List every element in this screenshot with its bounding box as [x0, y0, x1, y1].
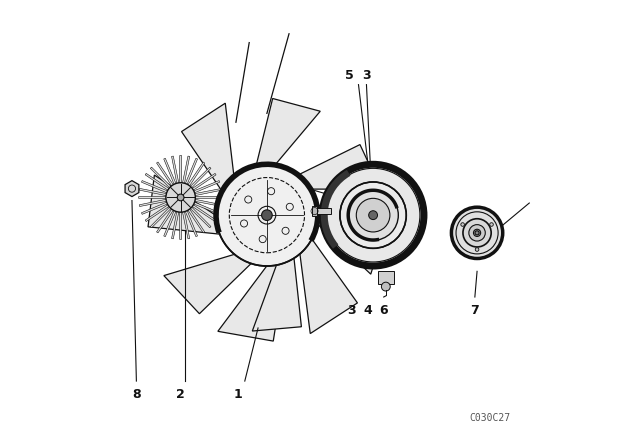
Polygon shape — [186, 211, 198, 237]
Polygon shape — [180, 212, 182, 240]
Polygon shape — [164, 253, 255, 314]
Circle shape — [348, 190, 398, 241]
Polygon shape — [195, 199, 222, 207]
Text: 3: 3 — [362, 69, 371, 82]
Polygon shape — [195, 189, 222, 196]
Polygon shape — [378, 271, 394, 284]
Polygon shape — [182, 156, 189, 183]
Polygon shape — [194, 202, 220, 214]
Polygon shape — [141, 202, 168, 214]
Circle shape — [474, 229, 481, 237]
Polygon shape — [188, 209, 205, 233]
Text: 7: 7 — [470, 304, 479, 317]
Polygon shape — [293, 145, 381, 189]
Circle shape — [322, 164, 424, 266]
Text: C030C27: C030C27 — [469, 413, 510, 423]
Polygon shape — [164, 211, 176, 237]
Polygon shape — [255, 99, 320, 171]
Polygon shape — [188, 162, 205, 186]
Polygon shape — [145, 173, 169, 190]
Polygon shape — [140, 189, 166, 196]
Circle shape — [490, 223, 493, 226]
Circle shape — [340, 182, 406, 248]
Circle shape — [356, 198, 390, 232]
Text: 8: 8 — [132, 388, 141, 401]
Polygon shape — [145, 205, 169, 221]
Polygon shape — [157, 209, 173, 233]
Circle shape — [262, 210, 272, 220]
Polygon shape — [190, 167, 211, 188]
Polygon shape — [150, 207, 171, 228]
Polygon shape — [150, 167, 171, 188]
Circle shape — [177, 194, 184, 201]
Polygon shape — [172, 156, 179, 183]
Polygon shape — [186, 158, 198, 184]
Polygon shape — [182, 211, 189, 239]
Circle shape — [469, 224, 485, 241]
Polygon shape — [140, 199, 166, 207]
Text: 1: 1 — [234, 388, 243, 401]
Polygon shape — [317, 208, 332, 214]
Polygon shape — [157, 162, 173, 186]
Circle shape — [476, 248, 479, 251]
Polygon shape — [190, 207, 211, 228]
Polygon shape — [180, 155, 182, 183]
Polygon shape — [139, 196, 166, 198]
Circle shape — [461, 223, 465, 226]
Polygon shape — [141, 181, 168, 193]
Text: 2: 2 — [176, 388, 185, 401]
Polygon shape — [252, 253, 301, 331]
Polygon shape — [299, 234, 358, 334]
Polygon shape — [192, 173, 216, 190]
Text: 5: 5 — [345, 69, 354, 82]
Polygon shape — [148, 175, 225, 235]
Circle shape — [369, 211, 378, 220]
Polygon shape — [192, 205, 216, 221]
Polygon shape — [311, 203, 386, 274]
Polygon shape — [182, 103, 235, 196]
Text: 6: 6 — [380, 304, 388, 317]
Circle shape — [216, 164, 318, 266]
Polygon shape — [125, 181, 139, 197]
Polygon shape — [312, 206, 317, 216]
Polygon shape — [172, 211, 179, 239]
Circle shape — [166, 183, 195, 212]
Text: 4: 4 — [364, 304, 372, 317]
Circle shape — [463, 219, 491, 247]
Circle shape — [451, 207, 503, 258]
Polygon shape — [164, 158, 176, 184]
Polygon shape — [194, 181, 220, 193]
Text: 3: 3 — [348, 304, 356, 317]
Circle shape — [381, 282, 390, 291]
Polygon shape — [218, 257, 287, 341]
Polygon shape — [195, 196, 223, 198]
Circle shape — [475, 231, 479, 235]
